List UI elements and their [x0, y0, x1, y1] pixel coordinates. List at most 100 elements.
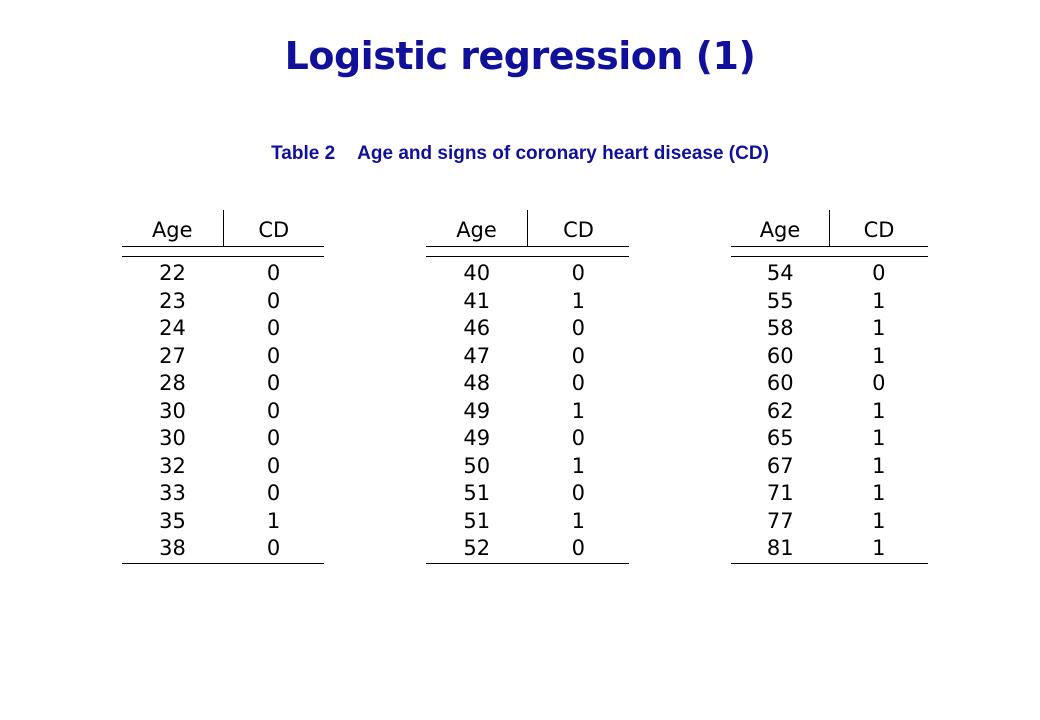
cell-cd: 0	[266, 481, 281, 505]
table-row: 30 0	[122, 398, 324, 426]
cell-cd: 1	[571, 508, 585, 533]
column-header-age: Age	[426, 210, 528, 246]
table-row: 49 0	[426, 425, 629, 453]
table-row: 41 1	[426, 288, 629, 316]
table-row: 32 0	[122, 453, 324, 481]
table-row: 27 0	[122, 343, 324, 371]
cell-cd: 0	[571, 481, 585, 505]
cell-cd: 0	[872, 371, 886, 395]
cell-age: 30	[159, 426, 186, 450]
cell-age: 58	[766, 316, 794, 340]
cell-cd: 0	[266, 426, 281, 450]
cell-age: 52	[463, 536, 491, 560]
table-row: 23 0	[122, 288, 324, 316]
column-header-cd: CD	[863, 218, 895, 242]
cell-age: 35	[159, 508, 186, 533]
table-body: 40 0 41 1 46 0 47 0 48 0 49 1 49 0 50 1 51 0 51 1 52 0	[426, 257, 629, 564]
cell-age: 67	[766, 453, 794, 478]
table-row: 38 0	[122, 535, 324, 563]
cell-age: 22	[159, 261, 186, 285]
header-divider	[122, 247, 324, 257]
table-body: 54 0 55 1 58 1 60 1 60 0 62 1 65 1 67 1 71 1 77 1 81 1	[731, 257, 928, 564]
cell-cd: 1	[872, 508, 886, 533]
cell-age: 32	[159, 453, 186, 478]
table-row: 49 1	[426, 398, 629, 426]
cell-cd: 0	[266, 453, 281, 478]
cell-age: 47	[463, 343, 491, 368]
cell-cd: 1	[872, 398, 886, 423]
table-row: 67 1	[731, 453, 928, 481]
column-header-age: Age	[122, 210, 224, 246]
data-table-2: Age CD 40 0 41 1 46 0 47 0 48 0 49 1 49 0 50 1 51 0 51 1 52 0	[426, 210, 629, 564]
table-row: 22 0	[122, 260, 324, 288]
table-number: Table 2	[271, 143, 336, 164]
table-row: 51 0	[426, 480, 629, 508]
table-row: 50 1	[426, 453, 629, 481]
cell-age: 49	[463, 426, 491, 450]
column-header-age: Age	[731, 210, 830, 246]
cell-age: 54	[766, 261, 794, 285]
table-row: 28 0	[122, 370, 324, 398]
cell-cd: 0	[571, 316, 585, 340]
cell-age: 23	[159, 288, 186, 313]
cell-age: 33	[159, 481, 186, 505]
column-header-cd: CD	[258, 218, 290, 242]
cell-age: 51	[463, 481, 491, 505]
cell-cd: 0	[571, 536, 585, 560]
cell-cd: 1	[872, 453, 886, 478]
cell-age: 62	[766, 398, 794, 423]
cell-age: 49	[463, 398, 491, 423]
cell-cd: 0	[571, 261, 585, 285]
cell-age: 51	[463, 508, 491, 533]
cell-age: 81	[766, 536, 794, 560]
cell-cd: 1	[571, 288, 585, 313]
cell-cd: 1	[872, 316, 886, 340]
cell-age: 60	[766, 371, 794, 395]
cell-cd: 0	[266, 343, 281, 368]
cell-cd: 0	[571, 371, 585, 395]
table-caption: Table 2 Age and signs of coronary heart d…	[0, 143, 1040, 165]
table-row: 81 1	[731, 535, 928, 563]
column-header-cd: CD	[563, 218, 594, 242]
data-table-3: Age CD 54 0 55 1 58 1 60 1 60 0 62 1 65 1 67 1 71 1 77 1 81 1	[731, 210, 928, 564]
cell-age: 71	[766, 481, 794, 505]
cell-cd: 1	[872, 536, 886, 560]
table-row: 24 0	[122, 315, 324, 343]
table-row: 77 1	[731, 508, 928, 536]
cell-age: 24	[159, 316, 186, 340]
table-row: 54 0	[731, 260, 928, 288]
table-row: 58 1	[731, 315, 928, 343]
cell-cd: 0	[266, 536, 281, 560]
table-row: 60 1	[731, 343, 928, 371]
table-row: 71 1	[731, 480, 928, 508]
header-divider	[426, 247, 629, 257]
cell-cd: 0	[571, 426, 585, 450]
cell-cd: 1	[571, 453, 585, 478]
table-row: 33 0	[122, 480, 324, 508]
table-row: 30 0	[122, 425, 324, 453]
table-row: 40 0	[426, 260, 629, 288]
table-row: 60 0	[731, 370, 928, 398]
cell-age: 60	[766, 343, 794, 368]
table-row: 35 1	[122, 508, 324, 536]
table-row: 65 1	[731, 425, 928, 453]
cell-age: 55	[766, 288, 794, 313]
table-header: Age CD	[426, 210, 629, 247]
cell-cd: 0	[266, 316, 281, 340]
table-row: 62 1	[731, 398, 928, 426]
table-header: Age CD	[122, 210, 324, 247]
cell-cd: 0	[266, 371, 281, 395]
slide-title: Logistic regression (1)	[284, 34, 756, 78]
cell-age: 77	[766, 508, 794, 533]
cell-age: 65	[766, 426, 794, 450]
table-row: 51 1	[426, 508, 629, 536]
cell-cd: 0	[266, 288, 281, 313]
table-row: 55 1	[731, 288, 928, 316]
cell-age: 41	[463, 288, 491, 313]
cell-age: 27	[159, 343, 186, 368]
table-row: 47 0	[426, 343, 629, 371]
table-caption-text: Age and signs of coronary heart disease …	[357, 143, 769, 164]
cell-age: 46	[463, 316, 491, 340]
cell-cd: 0	[266, 261, 281, 285]
table-row: 48 0	[426, 370, 629, 398]
